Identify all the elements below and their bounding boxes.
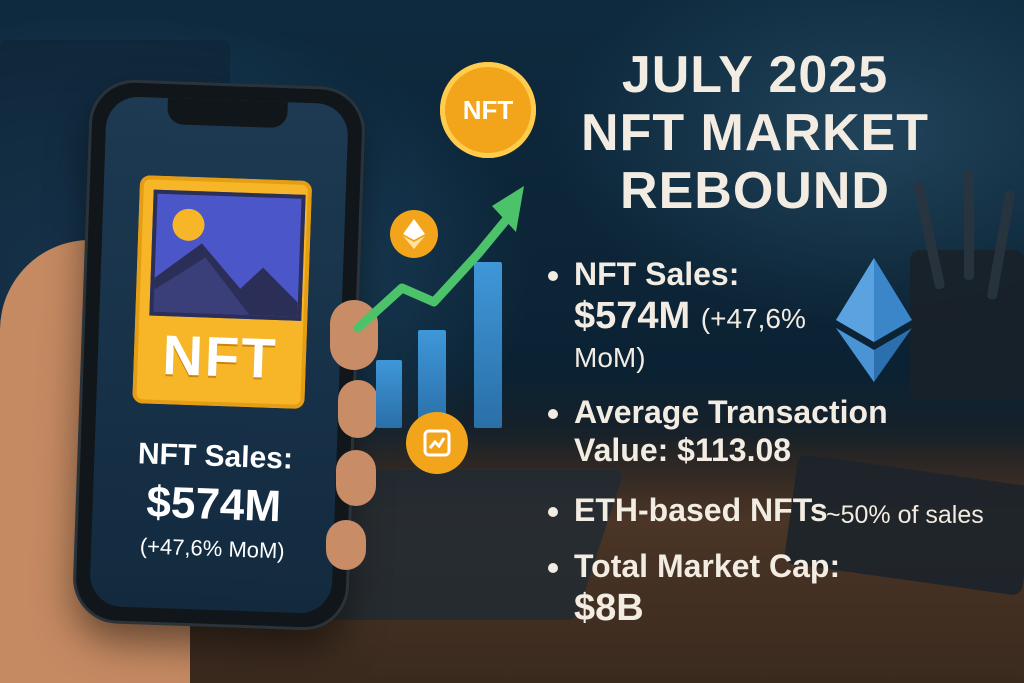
ethereum-coin-icon: [390, 210, 438, 258]
headline: JULY 2025 NFT MARKET REBOUND: [560, 46, 950, 220]
sales-change-suffix: MoM): [574, 342, 646, 373]
phone-sales-value: $574M: [145, 477, 282, 532]
nft-card: NFT: [132, 175, 313, 410]
smartphone: NFT NFT Sales: $574M (+47,6% MoM): [74, 81, 364, 629]
headline-line-1: JULY 2025: [621, 46, 889, 104]
market-cap-label: Total Market Cap:: [574, 548, 841, 584]
phone-notch: [167, 98, 288, 129]
up-arrow-icon: [353, 186, 524, 333]
nft-coin-icon: NFT: [440, 62, 536, 158]
chart-coin-icon: [406, 412, 468, 474]
bullet-dot: [548, 507, 558, 517]
headline-line-2: NFT MARKET: [581, 104, 929, 162]
sales-change: (+47,6%: [700, 303, 806, 334]
bullet-dot: [548, 271, 558, 281]
bullet-dot: [548, 563, 558, 573]
avg-transaction-label: Average Transaction: [574, 394, 888, 430]
finger: [336, 450, 376, 506]
eth-nfts-label: ETH-based NFTs: [574, 492, 828, 528]
pencil: [986, 189, 1016, 301]
phone-sales-change: (+47,6% MoM): [139, 533, 286, 564]
eth-nfts-share: ~50% of sales: [826, 501, 984, 529]
growth-bar: [474, 262, 502, 428]
growth-bar: [418, 330, 446, 428]
sales-label: NFT Sales:: [574, 256, 740, 292]
finger: [326, 520, 366, 570]
sales-value-line: $574M (+47,6%: [574, 295, 806, 340]
pencil: [964, 170, 974, 280]
bullet-dot: [548, 409, 558, 419]
phone-screen: NFT NFT Sales: $574M (+47,6% MoM): [89, 95, 349, 615]
finger: [338, 380, 378, 438]
ethereum-logo-icon: [836, 258, 912, 382]
headline-line-3: REBOUND: [620, 162, 890, 220]
nft-card-label: NFT: [161, 323, 279, 391]
phone-sales-title: NFT Sales:: [137, 437, 294, 476]
growth-bar: [376, 360, 402, 428]
avg-transaction-value: Value: $113.08: [574, 432, 792, 468]
pencil-cup: [910, 170, 1024, 400]
nft-image-icon: [149, 189, 306, 321]
sales-value: $574M: [574, 295, 691, 337]
market-cap-value: $8B: [574, 587, 644, 629]
